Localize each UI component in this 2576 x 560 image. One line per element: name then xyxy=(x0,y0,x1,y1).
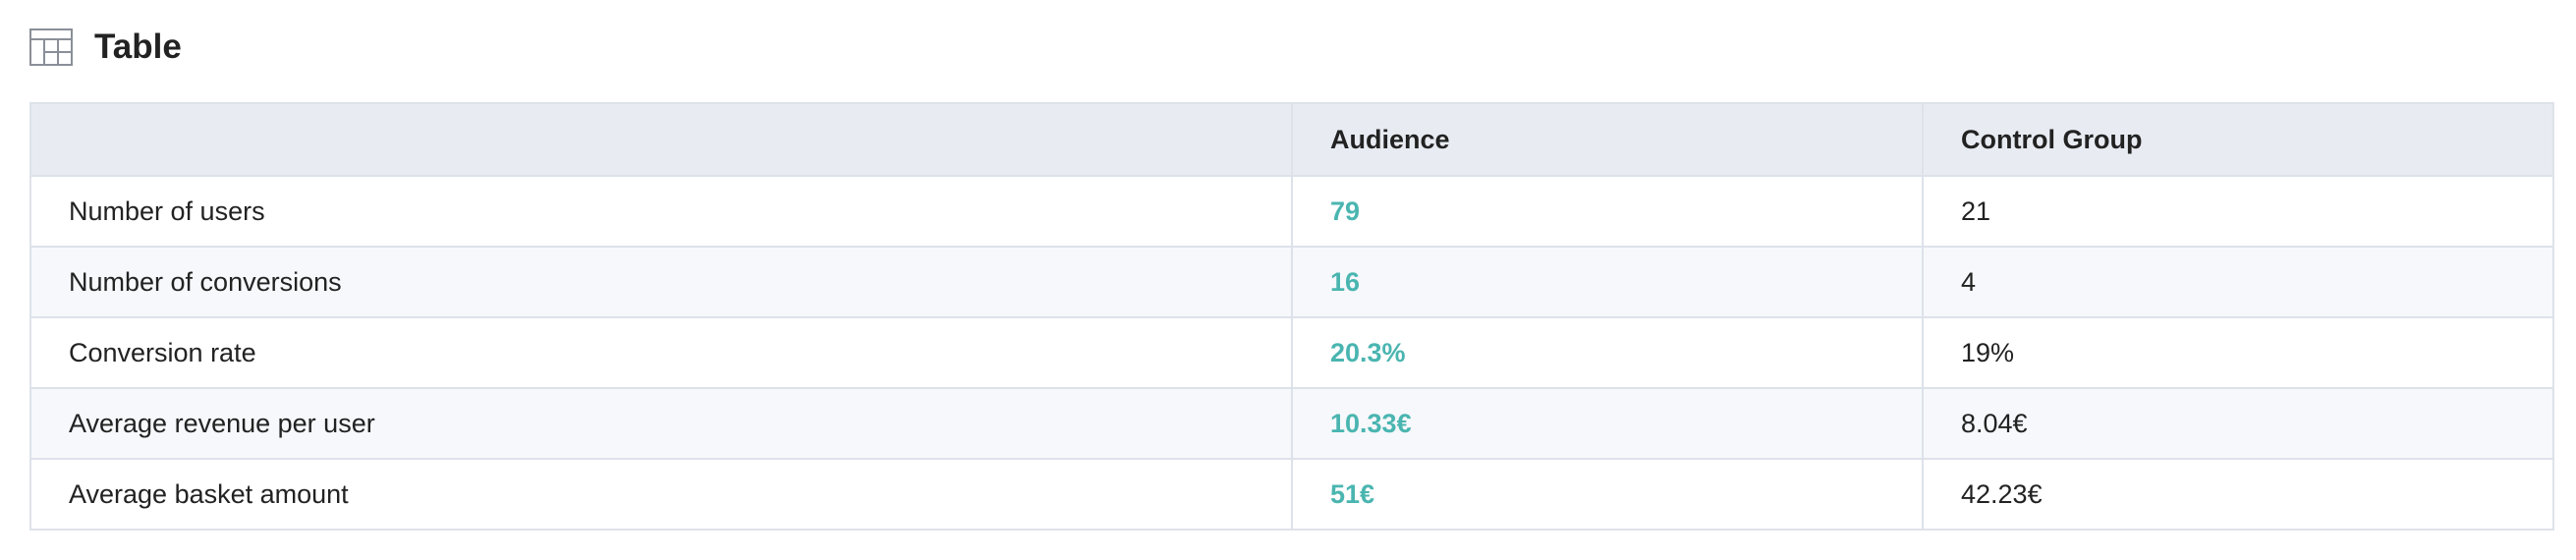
cell-value: 21 xyxy=(1922,175,2554,248)
cell-value: 51€ xyxy=(1291,458,1924,531)
cell-value: 19% xyxy=(1922,316,2554,389)
cell-value: 42.23€ xyxy=(1922,458,2554,531)
cell-value: 8.04€ xyxy=(1922,387,2554,460)
row-label: Average basket amount xyxy=(29,458,1293,531)
table-body: Number of users 79 21 Number of conversions… xyxy=(29,175,2554,531)
cell-value: 20.3% xyxy=(1291,316,1924,389)
cell-value: 10.33€ xyxy=(1291,387,1924,460)
column-header: Audience xyxy=(1291,102,1924,177)
row-label: Conversion rate xyxy=(29,316,1293,389)
data-table: Audience Control Group Number of users 79 2… xyxy=(29,102,2554,531)
cell-value: 79 xyxy=(1291,175,1924,248)
row-label: Average revenue per user xyxy=(29,387,1293,460)
table-row: Number of conversions 16 4 xyxy=(29,246,2554,318)
table-row: Number of users 79 21 xyxy=(29,175,2554,248)
row-label: Number of conversions xyxy=(29,246,1293,318)
panel-title: Table xyxy=(94,28,182,66)
panel-header: Table xyxy=(29,26,182,69)
cell-value: 16 xyxy=(1291,246,1924,318)
cell-value: 4 xyxy=(1922,246,2554,318)
table-row: Average basket amount 51€ 42.23€ xyxy=(29,458,2554,531)
table-row: Average revenue per user 10.33€ 8.04€ xyxy=(29,387,2554,460)
table-icon xyxy=(29,28,73,66)
column-header: Control Group xyxy=(1922,102,2554,177)
table-row: Conversion rate 20.3% 19% xyxy=(29,316,2554,389)
header-row: Audience Control Group xyxy=(29,102,2554,177)
header-cell xyxy=(29,102,1293,177)
row-label: Number of users xyxy=(29,175,1293,248)
